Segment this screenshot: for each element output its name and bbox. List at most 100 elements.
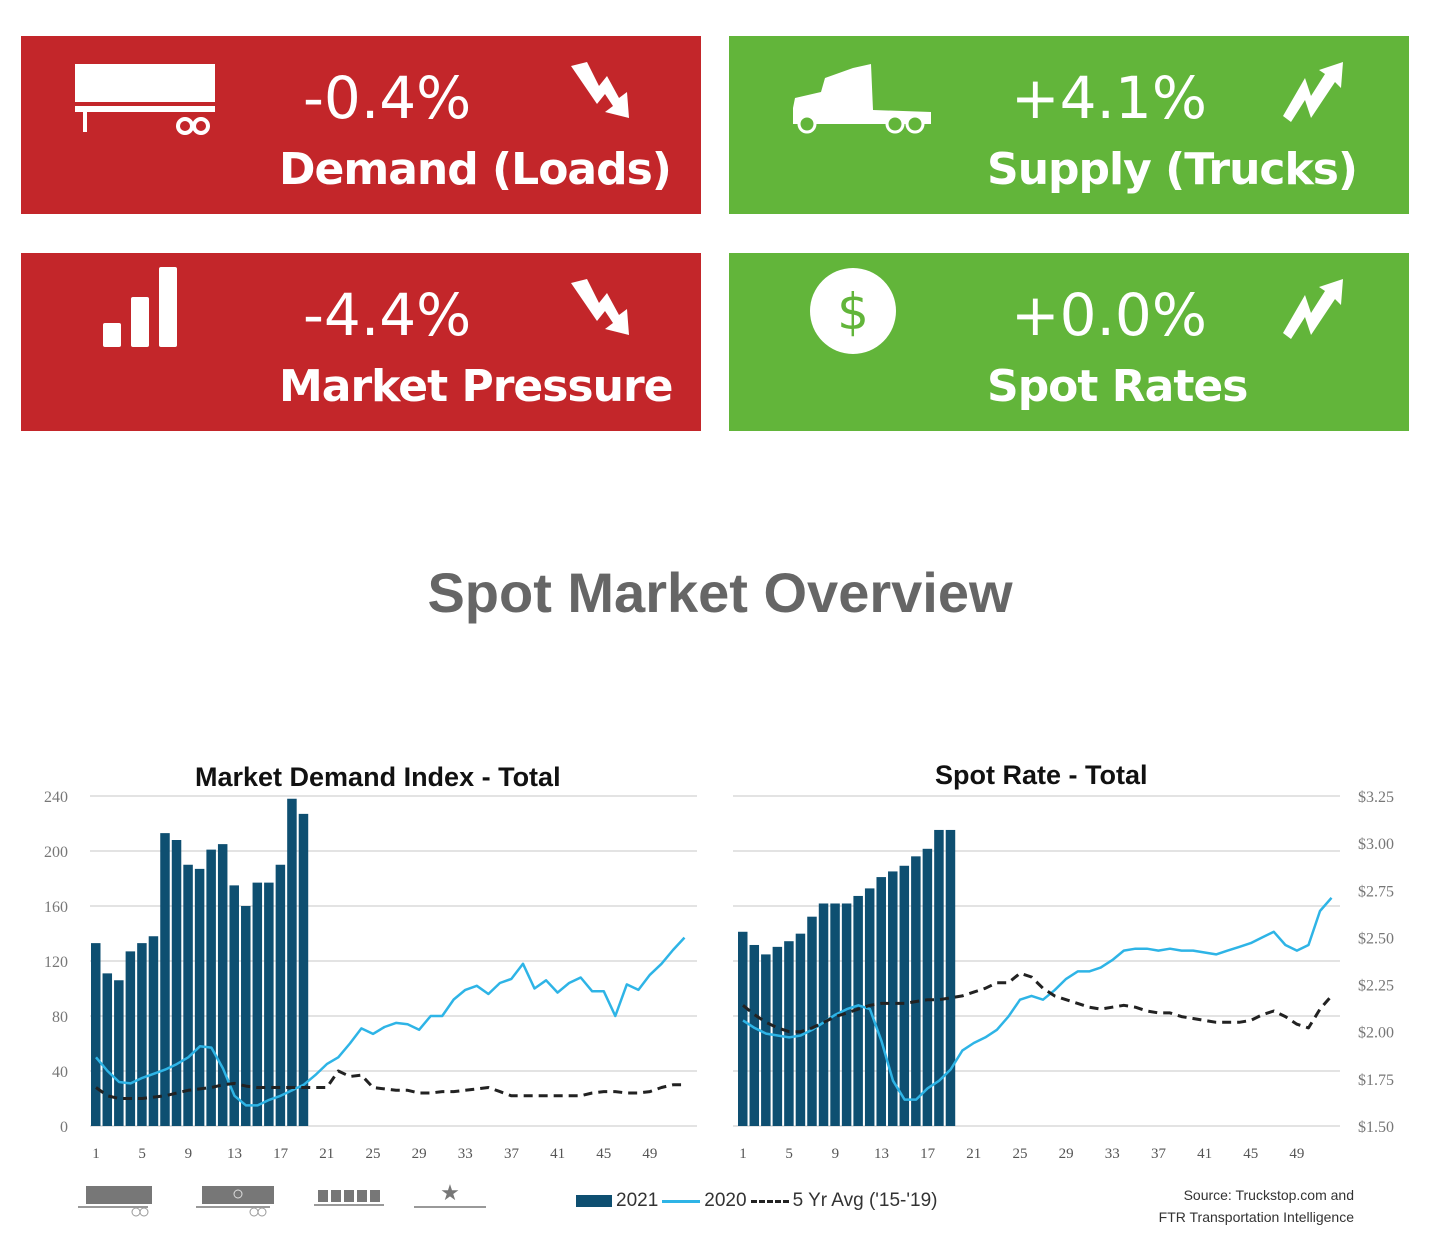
y-tick-label: 0: [60, 1119, 68, 1136]
bar-2021: [888, 871, 898, 1126]
x-tick-label: 37: [1151, 1146, 1167, 1162]
kpi-card-demand: -0.4% Demand (Loads): [21, 36, 701, 214]
bar-2021: [864, 888, 875, 1126]
bar-2021: [114, 980, 124, 1126]
line-2020: [95, 936, 686, 1107]
bar-2021: [945, 829, 956, 1126]
kpi-label: Market Pressure: [279, 361, 673, 412]
x-tick-label: 41: [1197, 1146, 1212, 1162]
bar-2021: [241, 906, 251, 1126]
source-line-1: Source: Truckstop.com and: [1183, 1187, 1354, 1203]
y-tick-label: $1.75: [1358, 1072, 1394, 1089]
trend-down-icon: [571, 279, 629, 335]
specialized-trailer-icon: ★: [414, 1184, 486, 1208]
chart-title-demand: Market Demand Index - Total: [195, 762, 561, 792]
section-title: Spot Market Overview: [427, 561, 1013, 624]
bar-2021: [102, 973, 113, 1126]
bar-2021: [171, 840, 182, 1126]
y-tick-label: 40: [52, 1064, 68, 1081]
bar-2021: [784, 941, 794, 1126]
kpi-value: +0.0%: [1011, 281, 1207, 349]
bar-2021: [194, 868, 205, 1126]
x-tick-label: 25: [1012, 1146, 1027, 1162]
legend-swatch-2021: [576, 1195, 612, 1207]
bar-2021: [252, 882, 263, 1126]
bar-2021: [934, 829, 944, 1126]
x-tick-label: 33: [1105, 1146, 1120, 1162]
x-tick-label: 17: [273, 1146, 289, 1162]
y-tick-label: 80: [52, 1009, 68, 1026]
x-tick-label: 49: [1289, 1146, 1304, 1162]
y-tick-label: 160: [44, 899, 68, 916]
y-tick-label: $2.75: [1358, 883, 1394, 900]
bar-2021: [795, 933, 806, 1126]
x-tick-label: 5: [785, 1146, 793, 1162]
bar-2021: [217, 844, 228, 1126]
trend-up-icon: [1283, 62, 1343, 122]
x-tick-label: 45: [1243, 1146, 1258, 1162]
x-tick-label: 5: [138, 1146, 146, 1162]
y-tick-label: $2.00: [1358, 1025, 1394, 1042]
x-tick-label: 21: [319, 1146, 334, 1162]
kpi-card-spot-rates: $ +0.0% Spot Rates: [729, 253, 1409, 431]
bar-2021: [229, 885, 239, 1126]
bar-2021: [264, 882, 274, 1126]
x-tick-label: 13: [874, 1146, 889, 1162]
y-tick-label: 200: [44, 844, 68, 861]
source-note: Source: Truckstop.com and FTR Transporta…: [1159, 1184, 1354, 1228]
bar-2021: [137, 943, 147, 1126]
source-line-2: FTR Transportation Intelligence: [1158, 1209, 1354, 1225]
x-tick-label: 17: [920, 1146, 936, 1162]
kpi-label: Spot Rates: [987, 361, 1248, 412]
bar-2021: [148, 936, 159, 1126]
kpi-value: +4.1%: [1011, 64, 1207, 132]
y-tick-label: $3.00: [1358, 836, 1394, 853]
bar-2021: [125, 951, 136, 1126]
legend-swatch-2020: [662, 1199, 701, 1203]
y-tick-label: 240: [44, 789, 68, 806]
chart-legend: 2021 2020 5 Yr Avg ('15-'19): [576, 1190, 937, 1212]
bar-2021: [91, 943, 101, 1126]
legend-swatch-avg: [750, 1199, 789, 1203]
bar-chart-icon: [103, 267, 177, 347]
chart-title-spot-rate: Spot Rate - Total: [935, 760, 1148, 790]
kpi-value: -4.4%: [303, 281, 472, 349]
bar-2021: [738, 931, 748, 1126]
y-tick-label: $2.50: [1358, 930, 1394, 947]
kpi-label: Demand (Loads): [279, 144, 672, 195]
bar-2021: [160, 833, 170, 1126]
bar-2021: [818, 903, 829, 1126]
bar-2021: [853, 895, 863, 1126]
bar-2021: [206, 849, 216, 1126]
dollar-icon: $: [810, 268, 896, 354]
bar-2021: [922, 848, 933, 1126]
y-tick-label: $1.50: [1358, 1119, 1394, 1136]
kpi-value: -0.4%: [303, 64, 472, 132]
kpi-label: Supply (Trucks): [987, 144, 1358, 195]
line-5yr-avg: [742, 971, 1333, 1034]
bar-2021: [899, 865, 910, 1126]
bar-2021: [183, 864, 193, 1126]
y-tick-label: $3.25: [1358, 789, 1394, 806]
line-2020: [742, 896, 1333, 1101]
legend-label-avg: 5 Yr Avg ('15-'19): [792, 1190, 938, 1211]
x-tick-label: 29: [1059, 1146, 1074, 1162]
trend-down-icon: [571, 62, 629, 118]
x-tick-label: 1: [92, 1146, 100, 1162]
bar-2021: [761, 954, 771, 1126]
trend-up-icon: [1283, 279, 1343, 339]
x-tick-label: 21: [966, 1146, 981, 1162]
trailer-icon: [75, 64, 215, 135]
x-tick-label: 29: [412, 1146, 427, 1162]
legend-label-2020: 2020: [704, 1190, 747, 1211]
x-tick-label: 1: [739, 1146, 747, 1162]
bar-2021: [287, 798, 297, 1126]
line-5yr-avg: [95, 1069, 685, 1100]
bar-2021: [911, 856, 921, 1126]
bar-2021: [841, 903, 852, 1126]
reefer-trailer-icon: [196, 1186, 274, 1217]
x-tick-label: 45: [596, 1146, 611, 1162]
bar-2021: [876, 877, 886, 1126]
x-tick-label: 9: [185, 1146, 193, 1162]
x-tick-label: 37: [504, 1146, 520, 1162]
